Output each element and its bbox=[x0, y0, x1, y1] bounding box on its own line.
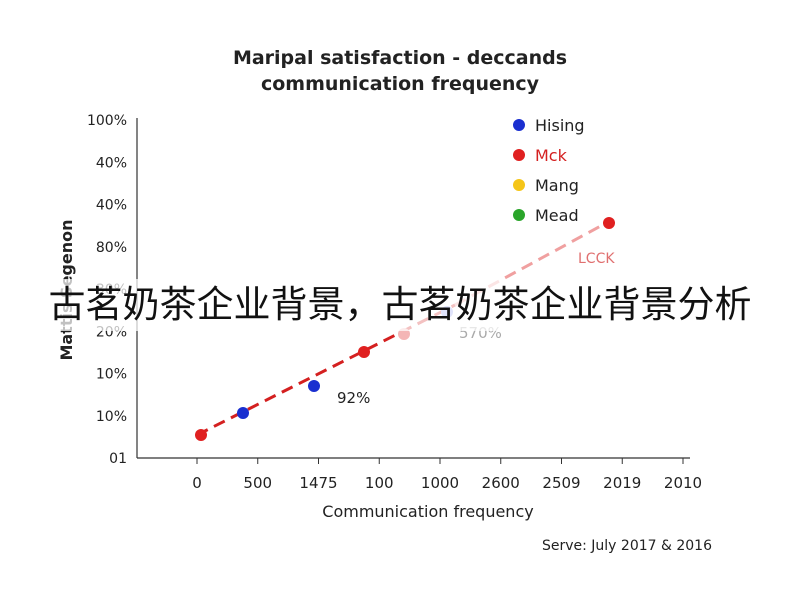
y-tick-label: 10% bbox=[96, 409, 127, 425]
x-tick-label: 2600 bbox=[482, 474, 520, 492]
legend-marker-mck bbox=[513, 149, 525, 161]
legend-label-hising: Hising bbox=[535, 116, 585, 135]
annotation-92: 92% bbox=[337, 389, 370, 407]
x-tick-label: 2019 bbox=[603, 474, 641, 492]
legend-label-mead: Mead bbox=[535, 206, 579, 225]
legend-label-mang: Mang bbox=[535, 176, 579, 195]
x-tick-label: 500 bbox=[243, 474, 272, 492]
x-axis-label: Communication frequency bbox=[322, 502, 533, 521]
legend-label-mck: Mck bbox=[535, 146, 568, 165]
data-point-mck-3 bbox=[603, 217, 615, 229]
x-tick-label: 2509 bbox=[542, 474, 580, 492]
y-tick-label: 100% bbox=[87, 113, 127, 129]
y-tick-label: 40% bbox=[96, 155, 127, 171]
x-tick-label: 2010 bbox=[664, 474, 702, 492]
data-point-mck-2 bbox=[358, 346, 370, 358]
overlay-caption: 古茗奶茶企业背景，古茗奶茶企业背景分析 bbox=[0, 279, 800, 331]
y-tick-label: 10% bbox=[96, 367, 127, 383]
x-tick-label: 1475 bbox=[299, 474, 337, 492]
data-point-hising-2 bbox=[308, 380, 320, 392]
source-note: Serve: July 2017 & 2016 bbox=[542, 538, 712, 554]
trend-line-label: LCCK bbox=[578, 251, 615, 267]
y-tick-label: 01 bbox=[109, 451, 127, 467]
legend-marker-hising bbox=[513, 119, 525, 131]
chart-title: Maripal satisfaction - deccands bbox=[232, 47, 568, 69]
x-tick-label: 100 bbox=[365, 474, 394, 492]
x-tick-group: 0 500 1475 100 1000 2600 2509 2019 2010 bbox=[192, 458, 702, 492]
y-tick-label: 40% bbox=[96, 198, 127, 214]
chart-subtitle: communication frequency bbox=[260, 73, 540, 95]
data-point-mck-1 bbox=[195, 429, 207, 441]
x-tick-label: 1000 bbox=[421, 474, 459, 492]
legend-marker-mang bbox=[513, 179, 525, 191]
legend-marker-mead bbox=[513, 209, 525, 221]
data-point-hising-1 bbox=[237, 407, 249, 419]
x-tick-label: 0 bbox=[192, 474, 202, 492]
y-tick-label: 80% bbox=[96, 240, 127, 256]
data-point-faded-1 bbox=[398, 328, 410, 340]
legend: Hising Mck Mang Mead bbox=[513, 116, 585, 225]
